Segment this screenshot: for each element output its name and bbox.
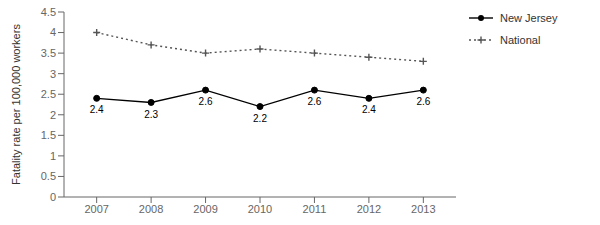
svg-text:2.2: 2.2 bbox=[253, 113, 267, 124]
svg-text:Fatality rate per 100,000 work: Fatality rate per 100,000 workers bbox=[10, 24, 22, 185]
svg-text:2008: 2008 bbox=[139, 203, 163, 215]
svg-text:2012: 2012 bbox=[357, 203, 381, 215]
svg-text:3: 3 bbox=[50, 68, 56, 80]
svg-text:2010: 2010 bbox=[248, 203, 272, 215]
svg-text:4.5: 4.5 bbox=[41, 6, 56, 18]
svg-text:1.5: 1.5 bbox=[41, 129, 56, 141]
svg-text:2.6: 2.6 bbox=[307, 96, 321, 107]
svg-text:0.5: 0.5 bbox=[41, 170, 56, 182]
svg-text:2.6: 2.6 bbox=[199, 96, 213, 107]
svg-text:2.5: 2.5 bbox=[41, 88, 56, 100]
svg-text:2.3: 2.3 bbox=[144, 109, 158, 120]
svg-text:2007: 2007 bbox=[84, 203, 108, 215]
svg-text:2.4: 2.4 bbox=[362, 104, 376, 115]
svg-text:2009: 2009 bbox=[193, 203, 217, 215]
svg-text:0: 0 bbox=[50, 191, 56, 203]
svg-text:2.4: 2.4 bbox=[90, 104, 104, 115]
svg-text:2011: 2011 bbox=[303, 203, 327, 215]
svg-text:2: 2 bbox=[50, 109, 56, 121]
html-text:New Jersey: New Jersey bbox=[500, 12, 558, 24]
svg-text:3.5: 3.5 bbox=[41, 47, 56, 59]
svg-text:1: 1 bbox=[50, 150, 56, 162]
svg-text:2.6: 2.6 bbox=[416, 96, 430, 107]
svg-text:2013: 2013 bbox=[411, 203, 435, 215]
html-text:National: National bbox=[500, 34, 541, 46]
svg-text:4: 4 bbox=[50, 26, 56, 38]
